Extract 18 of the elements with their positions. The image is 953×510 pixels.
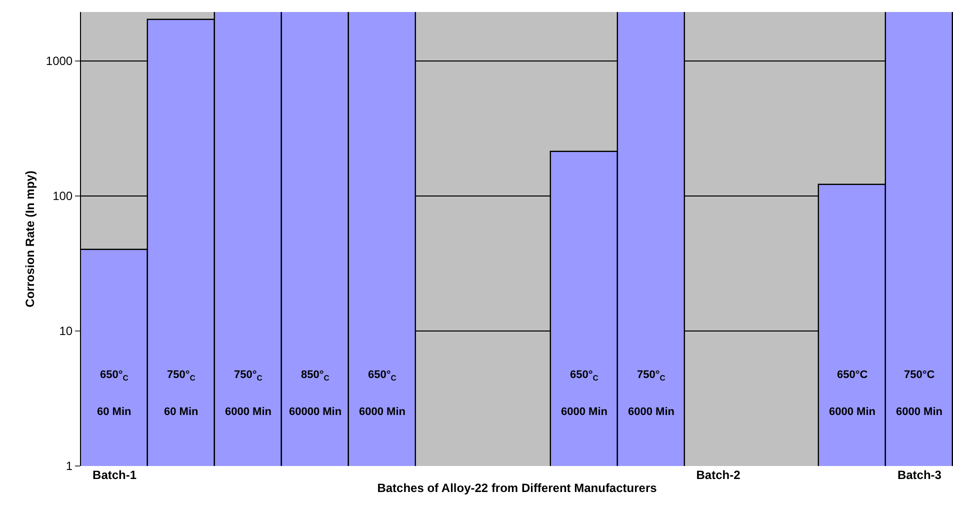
y-tick-label: 1: [66, 459, 73, 474]
y-axis-title: Corrosion Rate (In mpy): [23, 170, 38, 308]
text: 650°$_{C}$ 6000 Min: [561, 369, 608, 418]
text: 650°$_{C}$ 60 Min: [97, 369, 132, 418]
text: 850°$_{C}$ 60000 Min: [289, 369, 342, 418]
y-tick-label: 100: [52, 189, 73, 204]
text: 750°$_{C}$ 6000 Min: [225, 369, 272, 418]
x-tick-label: Batch-1: [92, 468, 137, 482]
text: 750°$_{C}$ 6000 Min: [628, 369, 674, 418]
text: 650°C 6000 Min: [829, 369, 876, 418]
text: 750°$_{C}$ 60 Min: [164, 369, 198, 418]
x-tick-label: Batch-2: [696, 468, 741, 482]
text: 750°C 6000 Min: [896, 369, 942, 418]
x-axis-title: Batches of Alloy-22 from Different Manufacturers: [377, 480, 658, 495]
x-tick-label: Batch-3: [897, 468, 942, 482]
text: 650°$_{C}$ 6000 Min: [359, 369, 406, 418]
y-tick-label: 1000: [46, 54, 73, 68]
y-tick-label: 10: [59, 324, 73, 338]
